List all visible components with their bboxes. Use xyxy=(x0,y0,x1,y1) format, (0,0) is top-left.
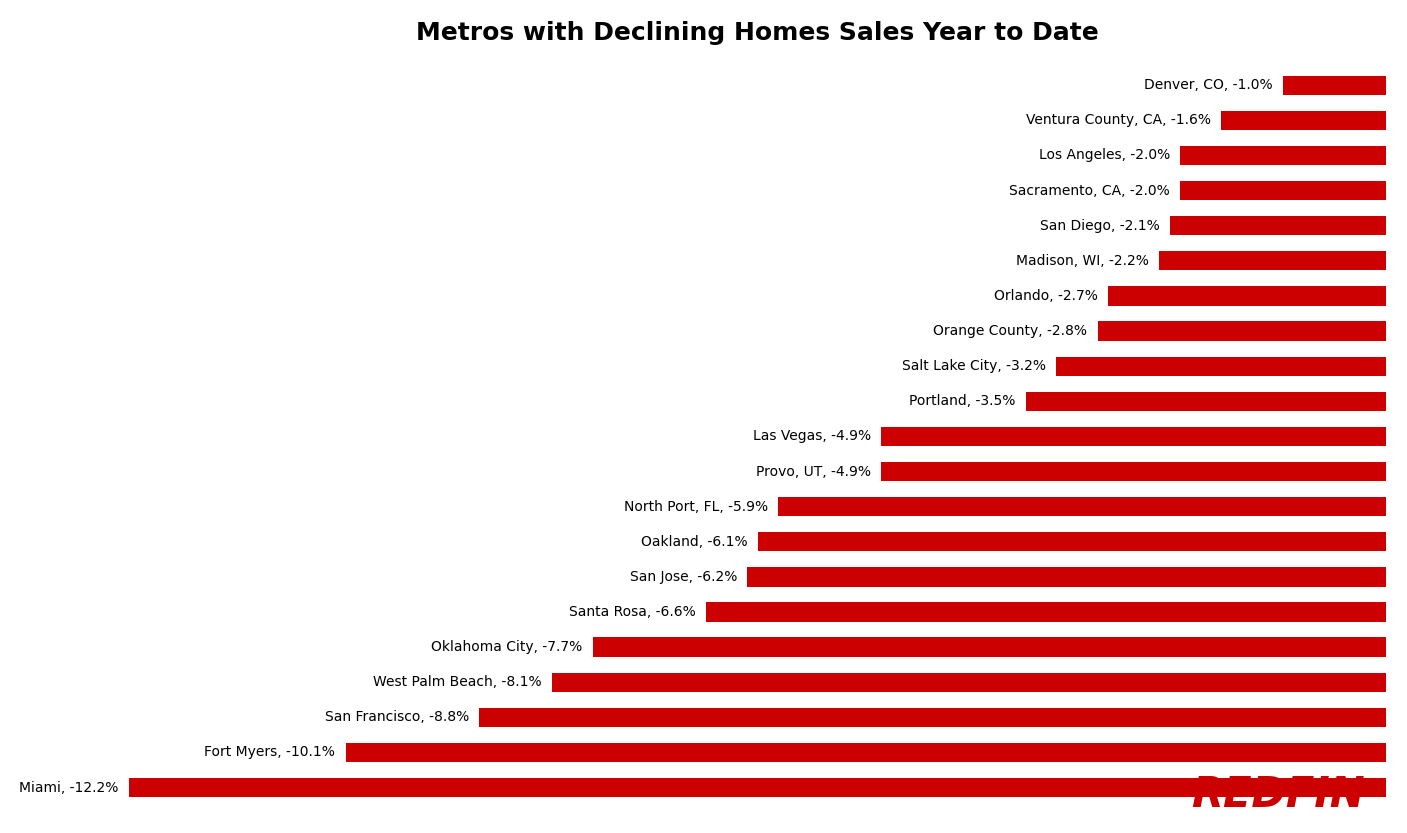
Text: REDFIN: REDFIN xyxy=(1192,775,1365,816)
Bar xyxy=(129,778,1386,797)
Text: Orlando, -2.7%: Orlando, -2.7% xyxy=(993,289,1097,303)
Bar xyxy=(1283,76,1386,95)
Text: Provo, UT, -4.9%: Provo, UT, -4.9% xyxy=(756,465,871,478)
Text: Fort Myers, -10.1%: Fort Myers, -10.1% xyxy=(204,746,335,760)
Title: Metros with Declining Homes Sales Year to Date: Metros with Declining Homes Sales Year t… xyxy=(416,21,1099,45)
Bar xyxy=(480,708,1386,727)
Bar xyxy=(592,637,1386,656)
Bar xyxy=(778,497,1386,516)
Text: San Jose, -6.2%: San Jose, -6.2% xyxy=(630,570,737,584)
Text: Santa Rosa, -6.6%: Santa Rosa, -6.6% xyxy=(568,605,696,619)
Bar xyxy=(1026,392,1386,411)
Text: Orange County, -2.8%: Orange County, -2.8% xyxy=(933,324,1088,338)
Text: Las Vegas, -4.9%: Las Vegas, -4.9% xyxy=(753,430,871,443)
Bar xyxy=(757,532,1386,551)
Bar xyxy=(881,426,1386,446)
Bar xyxy=(346,743,1386,762)
Text: North Port, FL, -5.9%: North Port, FL, -5.9% xyxy=(623,500,768,514)
Bar xyxy=(1221,111,1386,130)
Bar xyxy=(552,672,1386,692)
Bar xyxy=(881,461,1386,481)
Text: Miami, -12.2%: Miami, -12.2% xyxy=(20,781,118,795)
Text: Ventura County, CA, -1.6%: Ventura County, CA, -1.6% xyxy=(1026,113,1211,127)
Text: Oakland, -6.1%: Oakland, -6.1% xyxy=(640,535,747,549)
Text: West Palm Beach, -8.1%: West Palm Beach, -8.1% xyxy=(373,676,542,689)
Bar xyxy=(1159,252,1386,271)
Text: Sacramento, CA, -2.0%: Sacramento, CA, -2.0% xyxy=(1009,183,1169,197)
Bar xyxy=(706,602,1386,621)
Bar xyxy=(1180,181,1386,200)
Bar xyxy=(1169,216,1386,236)
Text: Madison, WI, -2.2%: Madison, WI, -2.2% xyxy=(1016,254,1150,268)
Text: Oklahoma City, -7.7%: Oklahoma City, -7.7% xyxy=(432,640,582,654)
Bar xyxy=(1180,146,1386,165)
Text: San Francisco, -8.8%: San Francisco, -8.8% xyxy=(325,711,469,725)
Bar xyxy=(1097,322,1386,341)
Bar xyxy=(747,567,1386,586)
Text: San Diego, -2.1%: San Diego, -2.1% xyxy=(1040,219,1159,232)
Text: Portland, -3.5%: Portland, -3.5% xyxy=(909,394,1016,408)
Text: Los Angeles, -2.0%: Los Angeles, -2.0% xyxy=(1038,148,1169,162)
Text: Denver, CO, -1.0%: Denver, CO, -1.0% xyxy=(1144,78,1273,92)
Bar xyxy=(1057,357,1386,376)
Bar xyxy=(1107,287,1386,306)
Text: Salt Lake City, -3.2%: Salt Lake City, -3.2% xyxy=(902,359,1047,373)
